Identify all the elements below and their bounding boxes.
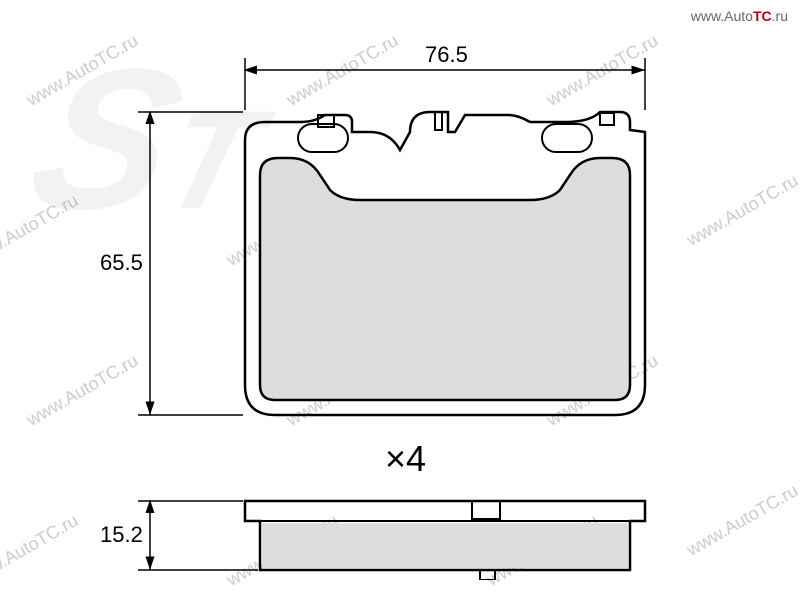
url-prefix: www. [691, 8, 724, 24]
width-dimension: 76.5 [425, 42, 468, 68]
url-main: Auto [724, 8, 753, 24]
height-dimension: 65.5 [100, 250, 143, 276]
url-suffix: .ru [772, 8, 788, 24]
url-accent: TC [753, 8, 772, 24]
thickness-dimension: 15.2 [100, 522, 143, 548]
side-friction [262, 523, 628, 568]
drawing-svg [100, 40, 750, 580]
url-corner: www.AutoTC.ru [691, 8, 788, 24]
technical-drawing: 76.5 65.5 15.2 ×4 [100, 40, 750, 580]
friction-material [260, 158, 630, 400]
watermark: www.AutoTC.ru [0, 510, 82, 591]
quantity-label: ×4 [385, 438, 426, 480]
